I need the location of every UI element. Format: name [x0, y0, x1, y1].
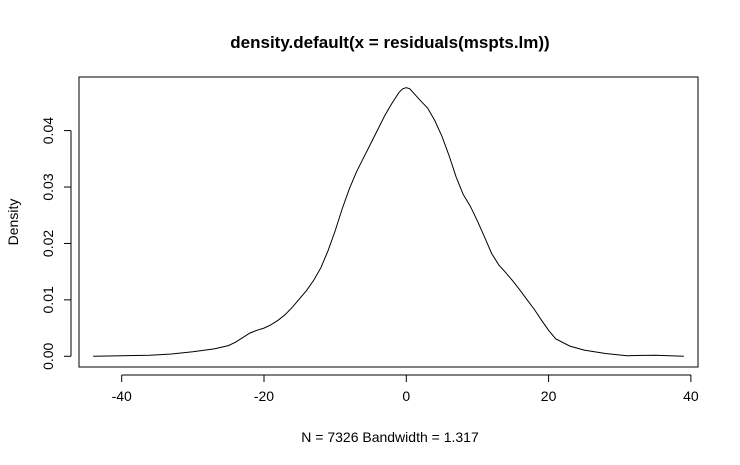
y-tick-label: 0.02 — [40, 230, 56, 257]
y-tick-label: 0.04 — [40, 117, 56, 144]
x-tick-label: -20 — [254, 388, 274, 404]
x-tick-label: 0 — [402, 388, 410, 404]
y-tick-label: 0.00 — [40, 342, 56, 369]
y-axis: 0.00 0.01 0.02 0.03 0.04 — [40, 117, 72, 370]
x-tick-label: 40 — [683, 388, 699, 404]
x-tick-label: 20 — [541, 388, 557, 404]
density-curve — [93, 87, 684, 357]
y-tick-label: 0.03 — [40, 173, 56, 200]
y-tick-label: 0.01 — [40, 286, 56, 313]
x-axis: -40 -20 0 20 40 — [112, 374, 699, 404]
chart-title: density.default(x = residuals(mspts.lm)) — [230, 33, 549, 52]
x-axis-label: N = 7326 Bandwidth = 1.317 — [301, 429, 479, 445]
y-axis-label: Density — [5, 199, 21, 246]
plot-frame — [78, 76, 699, 368]
x-tick-label: -40 — [112, 388, 132, 404]
